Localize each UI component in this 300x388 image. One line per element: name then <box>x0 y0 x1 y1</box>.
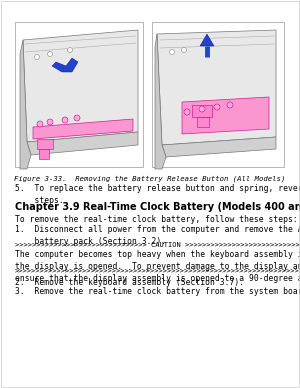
Polygon shape <box>182 97 269 134</box>
Polygon shape <box>162 137 276 157</box>
Bar <box>15 22 143 167</box>
Text: 1.  Disconnect all power from the computer and remove the AC Adapter and
    bat: 1. Disconnect all power from the compute… <box>15 225 300 246</box>
Polygon shape <box>20 40 31 169</box>
Polygon shape <box>157 30 276 145</box>
Bar <box>37 139 53 149</box>
Circle shape <box>184 109 190 115</box>
Circle shape <box>47 52 52 57</box>
Text: 5.  To replace the battery release button and spring, reverse the previous
    s: 5. To replace the battery release button… <box>15 184 300 205</box>
Polygon shape <box>155 34 166 169</box>
Bar <box>192 105 212 117</box>
Polygon shape <box>52 58 78 72</box>
Polygon shape <box>33 119 133 139</box>
Circle shape <box>37 121 43 127</box>
Polygon shape <box>23 30 138 142</box>
Circle shape <box>199 106 205 112</box>
Text: Chapter 3.9 Real-Time Clock Battery (Models 400 and 410): Chapter 3.9 Real-Time Clock Battery (Mod… <box>15 202 300 212</box>
Text: >>>>>>>>>>>>>>>>>>>>>>>>>>>>>>> CAUTION >>>>>>>>>>>>>>>>>>>>>>>>>>>>>>>: >>>>>>>>>>>>>>>>>>>>>>>>>>>>>>> CAUTION … <box>15 242 300 248</box>
Text: To remove the real-time clock battery, follow these steps:: To remove the real-time clock battery, f… <box>15 215 298 224</box>
Text: 3.  Remove the real-time clock battery from the system board by inserting a: 3. Remove the real-time clock battery fr… <box>15 287 300 296</box>
Text: The computer becomes top heavy when the keyboard assembly is removed and
the dis: The computer becomes top heavy when the … <box>15 250 300 282</box>
Bar <box>197 117 209 127</box>
Text: 2.  Remove the keyboard assembly (Section 3.7).: 2. Remove the keyboard assembly (Section… <box>15 278 244 287</box>
Polygon shape <box>200 34 214 46</box>
Circle shape <box>182 47 187 52</box>
Text: >>>>>>>>>>>>>>>>>>>>>>>>>>>>>>>>>>>>>>>>>>>>>>>>>>>>>>>>>>>>>>>>>>>>>>>: >>>>>>>>>>>>>>>>>>>>>>>>>>>>>>>>>>>>>>>>… <box>15 268 300 274</box>
Circle shape <box>214 104 220 110</box>
Circle shape <box>34 54 40 59</box>
Bar <box>152 22 284 167</box>
Circle shape <box>68 47 73 52</box>
Circle shape <box>227 102 233 108</box>
Circle shape <box>62 117 68 123</box>
Circle shape <box>47 119 53 125</box>
Bar <box>39 149 49 159</box>
Polygon shape <box>27 132 138 155</box>
Circle shape <box>74 115 80 121</box>
Circle shape <box>169 50 175 54</box>
Text: Figure 3-33.  Removing the Battery Release Button (All Models): Figure 3-33. Removing the Battery Releas… <box>14 175 286 182</box>
